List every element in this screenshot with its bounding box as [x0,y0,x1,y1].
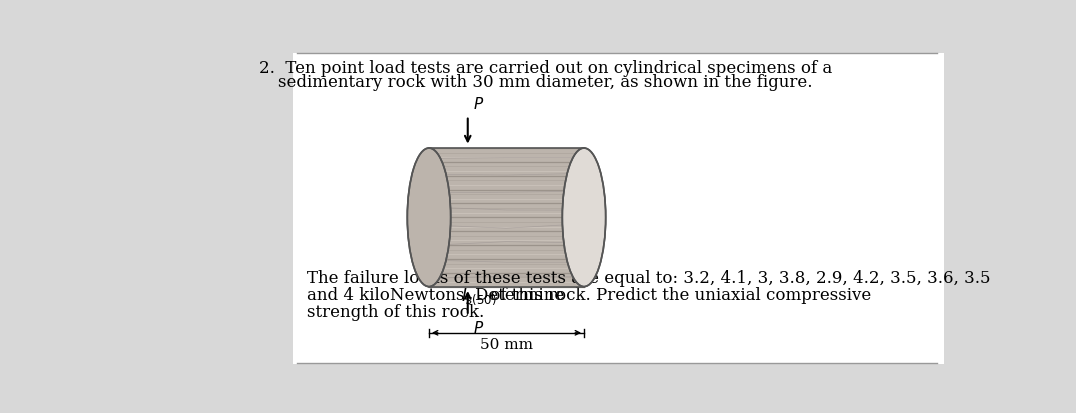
Text: 50 mm: 50 mm [480,337,533,351]
Text: 2.  Ten point load tests are carried out on cylindrical specimens of a: 2. Ten point load tests are carried out … [258,60,832,77]
Text: strength of this rock.: strength of this rock. [307,303,484,320]
Ellipse shape [563,149,606,287]
Text: $P$: $P$ [473,319,484,335]
Bar [294,53,945,364]
Text: $P$: $P$ [473,96,484,112]
Text: and 4 kiloNewtons. Determine: and 4 kiloNewtons. Determine [307,286,569,303]
Text: sedimentary rock with 30 mm diameter, as shown in the figure.: sedimentary rock with 30 mm diameter, as… [278,74,812,91]
Bar [429,149,584,287]
Ellipse shape [408,149,451,287]
Text: The failure loads of these tests are equal to: 3.2, 4.1, 3, 3.8, 2.9, 4.2, 3.5, : The failure loads of these tests are equ… [307,269,990,286]
Text: of this rock. Predict the uniaxial compressive: of this rock. Predict the uniaxial compr… [485,286,872,303]
Text: $I_{s(50)}$: $I_{s(50)}$ [461,286,496,307]
